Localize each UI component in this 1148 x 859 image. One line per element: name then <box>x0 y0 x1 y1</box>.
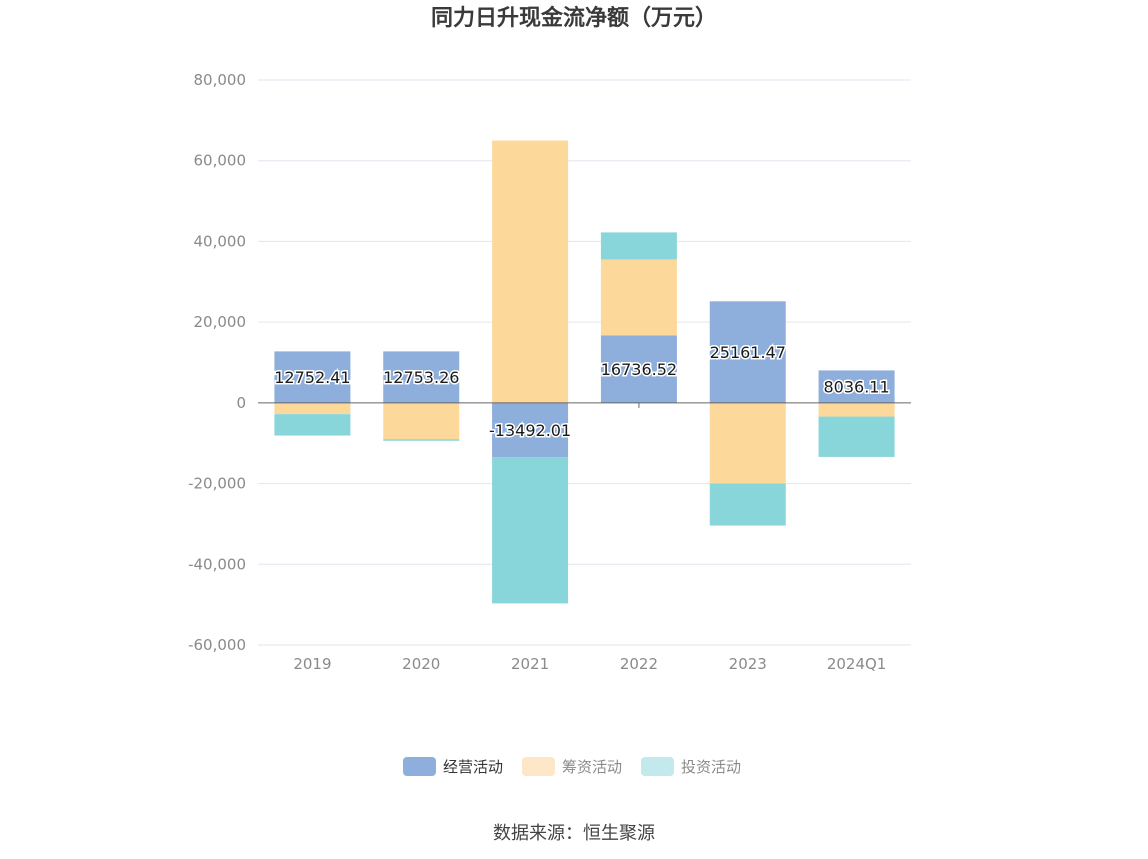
legend-item[interactable]: 投资活动 <box>641 757 741 776</box>
legend-item[interactable]: 经营活动 <box>403 757 503 776</box>
x-tick-label: 2024Q1 <box>827 655 887 673</box>
x-axis: 2019 2020 2021 2022 2023 2024Q1 <box>293 402 887 673</box>
x-tick-label: 2019 <box>293 655 331 673</box>
x-tick-label: 2021 <box>511 655 549 673</box>
legend-label: 经营活动 <box>443 758 503 776</box>
bar-investing-2023[interactable] <box>709 483 786 526</box>
bars <box>274 140 895 604</box>
bar-operating-2022[interactable] <box>600 335 677 403</box>
data-label: 25161.47 <box>710 343 786 362</box>
chart-title: 同力日升现金流净额（万元） <box>431 5 717 31</box>
legend[interactable]: 经营活动 筹资活动 投资活动 <box>403 757 741 776</box>
bar-operating-2024Q1[interactable] <box>818 370 895 403</box>
y-tick-label: -40,000 <box>188 555 246 573</box>
data-label: 16736.52 <box>601 360 677 379</box>
data-label: -13492.01 <box>489 421 571 440</box>
bar-financing-2021[interactable] <box>492 140 569 403</box>
x-tick-label: 2020 <box>402 655 440 673</box>
x-tick-label: 2022 <box>620 655 658 673</box>
bar-investing-2021[interactable] <box>492 457 569 604</box>
bar-financing-2022[interactable] <box>600 259 677 336</box>
y-tick-label: -60,000 <box>188 636 246 654</box>
legend-item[interactable]: 筹资活动 <box>522 757 622 776</box>
y-tick-label: 60,000 <box>194 152 247 170</box>
bar-investing-2020[interactable] <box>383 439 460 441</box>
legend-swatch <box>641 757 674 776</box>
y-tick-label: -20,000 <box>188 475 246 493</box>
data-label: 12753.26 <box>383 368 459 387</box>
bar-investing-2022[interactable] <box>600 232 677 260</box>
bar-financing-2020[interactable] <box>383 402 460 440</box>
bar-operating-2019[interactable] <box>274 351 351 403</box>
source-note: 数据来源：恒生聚源 <box>493 823 655 844</box>
x-tick-label: 2023 <box>729 655 767 673</box>
legend-label: 投资活动 <box>681 758 741 776</box>
legend-swatch <box>403 757 436 776</box>
bar-investing-2024Q1[interactable] <box>818 416 895 457</box>
bar-operating-2020[interactable] <box>383 351 460 403</box>
legend-label: 筹资活动 <box>562 758 622 776</box>
y-tick-label: 20,000 <box>194 313 247 331</box>
bar-operating-2023[interactable] <box>709 301 786 403</box>
gridlines <box>258 79 911 646</box>
y-tick-label: 40,000 <box>194 232 247 250</box>
data-labels: 12752.41 12753.26 -13492.01 16736.52 25161.4… <box>273 342 891 442</box>
bar-operating-2021[interactable] <box>492 402 569 458</box>
data-label: 8036.11 <box>823 378 889 397</box>
y-tick-label: 0 <box>236 394 246 412</box>
bar-financing-2024Q1[interactable] <box>818 402 895 417</box>
y-tick-label: 80,000 <box>194 71 247 89</box>
bar-financing-2023[interactable] <box>709 402 786 484</box>
data-label: 12752.41 <box>274 368 350 387</box>
bar-investing-2019[interactable] <box>274 414 351 436</box>
legend-swatch <box>522 757 555 776</box>
y-axis: 80,000 60,000 40,000 20,000 0 -20,000 -40,000 -… <box>188 71 246 654</box>
bar-financing-2019[interactable] <box>274 402 351 415</box>
